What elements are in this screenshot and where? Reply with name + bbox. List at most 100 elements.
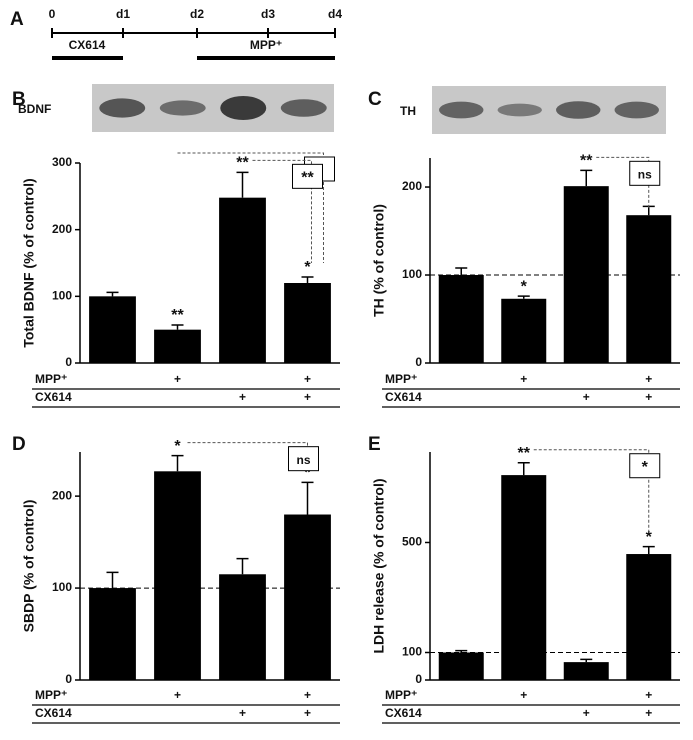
- timeline-day: d2: [190, 7, 204, 21]
- significance-label: *: [521, 278, 528, 295]
- bar: [219, 197, 266, 363]
- treatment-mark: +: [645, 688, 652, 702]
- error-bar: [642, 545, 655, 555]
- significance-label: **: [171, 307, 184, 324]
- blot-band: [556, 101, 601, 119]
- comparison-label: *: [642, 459, 649, 476]
- y-tick-label: 0: [65, 672, 72, 686]
- y-tick-label: 500: [402, 535, 422, 549]
- blot-band: [439, 101, 484, 119]
- bar: [438, 275, 484, 363]
- bar: [219, 574, 266, 680]
- significance-label: **: [580, 153, 593, 170]
- blot-label: TH: [400, 104, 416, 118]
- error-bar: [106, 571, 119, 589]
- timeline: A CX614 MPP⁺: [10, 9, 335, 60]
- error-bar: [455, 267, 468, 276]
- comparison-bracket: [533, 449, 650, 533]
- blot-band: [280, 99, 327, 117]
- comparison-bracket: [596, 156, 650, 209]
- comparison-label: **: [301, 170, 314, 187]
- treatment-mark: +: [645, 706, 652, 720]
- y-tick-label: 200: [402, 179, 422, 193]
- treatment-mark: +: [174, 688, 181, 702]
- treatment-mark: +: [304, 688, 311, 702]
- treatment-mark: +: [520, 372, 527, 386]
- error-bar: [171, 324, 184, 330]
- bar: [154, 471, 201, 680]
- significance-label: *: [646, 529, 653, 546]
- timeline-day: 0: [49, 7, 56, 21]
- treatment-mark: +: [304, 390, 311, 404]
- bar: [501, 475, 547, 680]
- treatment-mark: +: [645, 390, 652, 404]
- blot-label: BDNF: [18, 102, 51, 116]
- y-tick-label: 0: [415, 672, 422, 686]
- panel-label: E: [368, 434, 381, 455]
- treatment-mark: +: [239, 706, 246, 720]
- error-bar: [236, 557, 249, 575]
- error-bar: [171, 454, 184, 472]
- treatment-name: CX614: [385, 390, 422, 404]
- comparison-box: [629, 160, 661, 186]
- treatment-name: MPP⁺: [385, 372, 417, 386]
- y-tick-label: 300: [52, 155, 72, 169]
- treatment-mark: +: [583, 390, 590, 404]
- y-tick-label: 0: [65, 355, 72, 369]
- treatment-mark: +: [520, 688, 527, 702]
- treatment-name: CX614: [35, 706, 72, 720]
- bar: [284, 514, 331, 680]
- treatment-mark: +: [239, 390, 246, 404]
- significance-label: *: [304, 259, 311, 276]
- treatment-mark: +: [304, 372, 311, 386]
- treatment-name: MPP⁺: [35, 688, 67, 702]
- y-tick-label: 200: [52, 222, 72, 236]
- bar: [563, 662, 609, 680]
- blot-band: [99, 98, 146, 118]
- bar: [626, 215, 672, 363]
- treatment-mark: +: [645, 372, 652, 386]
- bar: [284, 283, 331, 363]
- blot-band: [614, 101, 659, 119]
- error-bar: [301, 276, 314, 283]
- comparison-bracket: [177, 152, 324, 263]
- error-bar: [517, 295, 530, 299]
- error-bar: [301, 481, 314, 515]
- significance-label: *: [304, 465, 311, 482]
- comparison-box: [288, 446, 319, 472]
- y-axis-label: TH (% of control): [371, 204, 387, 317]
- comparison-label: ns: [638, 167, 652, 181]
- error-bar: [580, 169, 593, 187]
- comparison-box: [292, 163, 323, 189]
- significance-label: **: [236, 155, 249, 172]
- y-tick-label: 200: [52, 488, 72, 502]
- significance-label: *: [174, 438, 181, 455]
- y-axis-label: LDH release (% of control): [371, 478, 387, 653]
- timeline-day: d3: [261, 7, 275, 21]
- panel-label: B: [12, 89, 26, 110]
- blot-band: [220, 96, 267, 120]
- treatment-name: MPP⁺: [35, 372, 67, 386]
- y-tick-label: 100: [52, 289, 72, 303]
- y-tick-label: 100: [52, 580, 72, 594]
- error-bar: [580, 658, 593, 663]
- timeline-bar-label: CX614: [69, 38, 106, 52]
- error-bar: [106, 291, 119, 297]
- significance-label: **: [518, 445, 531, 462]
- error-bar: [236, 171, 249, 198]
- bar: [154, 329, 201, 363]
- treatment-mark: +: [304, 706, 311, 720]
- treatment-mark: +: [174, 372, 181, 386]
- bar: [89, 588, 136, 680]
- blot-band: [159, 100, 206, 116]
- timeline-day: d4: [328, 7, 342, 21]
- treatment-name: CX614: [35, 390, 72, 404]
- y-axis-label: Total BDNF (% of control): [21, 178, 37, 347]
- comparison-box: [629, 453, 661, 479]
- bar: [438, 652, 484, 680]
- comparison-label: ns: [296, 453, 310, 467]
- bar: [89, 296, 136, 363]
- y-axis-label: SBDP (% of control): [21, 500, 37, 633]
- treatment-mark: +: [583, 706, 590, 720]
